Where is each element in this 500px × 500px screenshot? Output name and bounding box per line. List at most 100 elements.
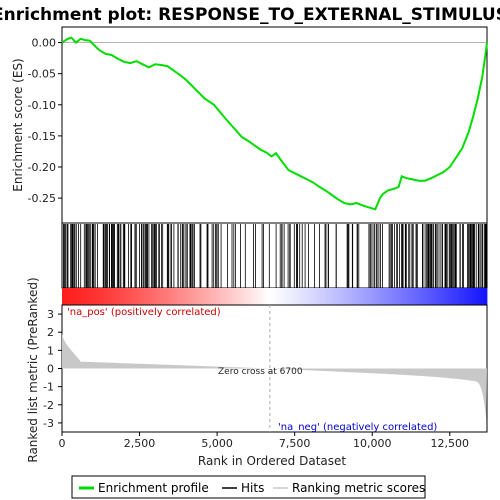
color-bar-segment (149, 288, 153, 305)
color-bar-segment (224, 288, 228, 305)
color-bar-segment (387, 288, 390, 305)
color-bar-segment (429, 288, 433, 305)
color-bar-segment (204, 288, 208, 305)
color-bar-segment (147, 288, 150, 305)
color-bar-segment (317, 288, 320, 305)
color-bar-segment (124, 288, 128, 305)
color-bar-segment (367, 288, 370, 305)
color-bar-segment (407, 288, 410, 305)
legend-hits-label: Hits (241, 481, 264, 495)
x-tick-label: 2,500 (124, 437, 156, 450)
color-bar-segment (309, 288, 313, 305)
color-bar-segment (97, 288, 100, 305)
color-bar-segment (262, 288, 265, 305)
color-bar-segment (117, 288, 120, 305)
color-bar-segment (62, 288, 65, 305)
color-bar-segment (427, 288, 430, 305)
color-bar-segment (409, 288, 413, 305)
color-bar-segment (222, 288, 225, 305)
color-bar-segment (154, 288, 158, 305)
color-bar-segment (229, 288, 233, 305)
color-bar-segment (167, 288, 170, 305)
color-bar-segment (364, 288, 368, 305)
color-bar-segment (82, 288, 85, 305)
color-bar-segment (114, 288, 118, 305)
color-bar-segment (79, 288, 83, 305)
color-bar-segment (237, 288, 240, 305)
color-bar-segment (259, 288, 263, 305)
zero-cross-label: Zero cross at 6700 (218, 367, 303, 377)
color-bar-segment (417, 288, 420, 305)
color-bar-segment (87, 288, 90, 305)
color-bar-segment (162, 288, 165, 305)
color-bar-segment (329, 288, 333, 305)
color-bar-segment (457, 288, 460, 305)
color-bar-segment (74, 288, 78, 305)
es-ylabel: Enrichment score (ES) (11, 58, 25, 191)
es-tick-label: -0.05 (28, 68, 56, 81)
color-bar-segment (109, 288, 113, 305)
color-bar-segment (359, 288, 363, 305)
color-bar-segment (389, 288, 393, 305)
x-tick-label: 0 (59, 437, 66, 450)
color-bar-segment (172, 288, 175, 305)
color-bar-segment (484, 288, 488, 305)
color-bar-segment (227, 288, 230, 305)
es-tick-label: -0.20 (28, 161, 56, 174)
color-bar-segment (67, 288, 70, 305)
color-bar-segment (152, 288, 155, 305)
x-axis: 0 2,500 5,000 7,500 10,000 12,500 (59, 432, 469, 450)
color-bar-segment (217, 288, 220, 305)
color-bar-segment (422, 288, 425, 305)
color-bar-segment (69, 288, 73, 305)
color-bar-segment (469, 288, 473, 305)
color-bar-segment (189, 288, 193, 305)
color-bar-segment (269, 288, 273, 305)
color-bar-segment (459, 288, 463, 305)
color-bar-segment (342, 288, 345, 305)
color-bar-segment (439, 288, 443, 305)
metric-tick-label: 3 (47, 308, 54, 321)
color-bar-segment (132, 288, 135, 305)
color-bar-segment (129, 288, 133, 305)
color-bar-segment (242, 288, 245, 305)
color-bar-segment (374, 288, 378, 305)
color-bar-segment (414, 288, 418, 305)
color-bar-segment (174, 288, 178, 305)
rank-color-bar (62, 288, 488, 305)
color-bar-segment (202, 288, 205, 305)
color-bar-segment (314, 288, 318, 305)
color-bar-segment (357, 288, 360, 305)
color-bar-segment (94, 288, 98, 305)
color-bar-segment (372, 288, 375, 305)
color-bar-segment (377, 288, 380, 305)
color-bar-segment (399, 288, 403, 305)
color-bar-segment (397, 288, 400, 305)
color-bar-segment (442, 288, 445, 305)
color-bar-segment (272, 288, 275, 305)
es-tick-label: 0.00 (32, 37, 57, 50)
legend-box (71, 475, 426, 499)
metric-axis: 3 2 1 0 -1 -2 -3 (43, 308, 62, 430)
color-bar-segment (464, 288, 468, 305)
color-bar-segment (64, 288, 68, 305)
color-bar-segment (482, 288, 485, 305)
color-bar-segment (382, 288, 385, 305)
color-bar-segment (419, 288, 423, 305)
color-bar-segment (277, 288, 280, 305)
color-bar-segment (249, 288, 253, 305)
color-bar-segment (157, 288, 160, 305)
color-bar-segment (219, 288, 223, 305)
metric-tick-label: -3 (43, 417, 54, 430)
color-bar-segment (324, 288, 328, 305)
color-bar-segment (282, 288, 285, 305)
color-bar-segment (119, 288, 123, 305)
color-bar-segment (177, 288, 180, 305)
color-bar-segment (164, 288, 168, 305)
x-tick-label: 10,000 (353, 437, 392, 450)
color-bar-segment (144, 288, 148, 305)
color-bar-segment (404, 288, 408, 305)
color-bar-segment (444, 288, 448, 305)
color-bar-segment (134, 288, 138, 305)
color-bar-segment (362, 288, 365, 305)
